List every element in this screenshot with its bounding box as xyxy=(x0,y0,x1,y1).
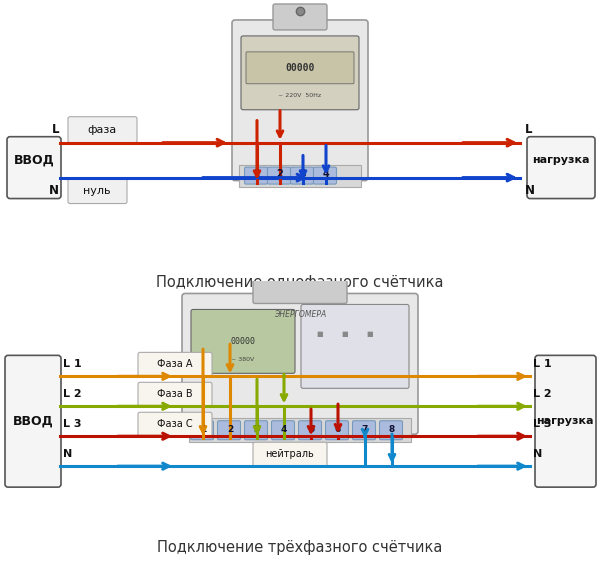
Text: N: N xyxy=(525,184,535,197)
FancyBboxPatch shape xyxy=(138,412,212,436)
FancyBboxPatch shape xyxy=(191,421,214,440)
Text: фаза: фаза xyxy=(88,125,116,135)
FancyBboxPatch shape xyxy=(273,4,327,30)
Text: L 1: L 1 xyxy=(533,360,551,369)
Text: 00000: 00000 xyxy=(286,63,314,73)
FancyBboxPatch shape xyxy=(68,117,137,142)
Text: N: N xyxy=(533,449,542,459)
Text: N: N xyxy=(63,449,72,459)
FancyBboxPatch shape xyxy=(191,310,295,373)
FancyBboxPatch shape xyxy=(68,178,127,204)
FancyBboxPatch shape xyxy=(138,382,212,406)
Text: Подключение однофазного счётчика: Подключение однофазного счётчика xyxy=(156,275,444,290)
Text: 4: 4 xyxy=(281,425,287,434)
Text: 1: 1 xyxy=(200,425,206,434)
FancyBboxPatch shape xyxy=(245,421,268,440)
FancyBboxPatch shape xyxy=(241,36,359,110)
Text: L 1: L 1 xyxy=(63,360,82,369)
Text: L 3: L 3 xyxy=(533,419,551,429)
Text: 5: 5 xyxy=(308,425,314,434)
Text: Подключение трёхфазного счётчика: Подключение трёхфазного счётчика xyxy=(157,540,443,554)
FancyBboxPatch shape xyxy=(182,293,418,434)
FancyBboxPatch shape xyxy=(527,137,595,199)
Text: N: N xyxy=(49,184,59,197)
Text: ■: ■ xyxy=(341,332,349,337)
FancyBboxPatch shape xyxy=(301,305,409,388)
FancyBboxPatch shape xyxy=(535,355,596,487)
FancyBboxPatch shape xyxy=(7,137,61,199)
Text: 8: 8 xyxy=(389,425,395,434)
Text: 2: 2 xyxy=(227,425,233,434)
FancyBboxPatch shape xyxy=(218,421,241,440)
FancyBboxPatch shape xyxy=(5,355,61,487)
Text: L 3: L 3 xyxy=(63,419,82,429)
FancyBboxPatch shape xyxy=(290,167,314,184)
FancyBboxPatch shape xyxy=(353,421,376,440)
Text: Фаза B: Фаза B xyxy=(157,389,193,399)
Text: Фаза А: Фаза А xyxy=(157,360,193,369)
Text: ~ 220V  50Hz: ~ 220V 50Hz xyxy=(278,93,322,98)
FancyBboxPatch shape xyxy=(253,442,327,466)
Text: 3: 3 xyxy=(299,169,307,178)
Text: 7: 7 xyxy=(362,425,368,434)
Text: ВВОД: ВВОД xyxy=(14,154,55,167)
FancyBboxPatch shape xyxy=(299,421,322,440)
FancyBboxPatch shape xyxy=(268,167,290,184)
Text: нагрузка: нагрузка xyxy=(536,416,594,426)
FancyBboxPatch shape xyxy=(239,164,361,187)
Text: 6: 6 xyxy=(335,425,341,434)
Text: Фаза С: Фаза С xyxy=(157,419,193,429)
FancyBboxPatch shape xyxy=(271,421,295,440)
FancyBboxPatch shape xyxy=(380,421,403,440)
Text: нуль: нуль xyxy=(83,186,111,196)
FancyBboxPatch shape xyxy=(232,20,368,181)
FancyBboxPatch shape xyxy=(253,279,347,304)
Text: 1: 1 xyxy=(254,169,260,178)
Text: 2: 2 xyxy=(277,169,283,178)
Text: ЭНЕРГОМЕРА: ЭНЕРГОМЕРА xyxy=(274,310,326,319)
Text: L: L xyxy=(525,123,533,136)
Text: ■: ■ xyxy=(367,332,373,337)
FancyBboxPatch shape xyxy=(245,167,268,184)
Text: 00000: 00000 xyxy=(230,337,256,346)
Text: L 2: L 2 xyxy=(533,389,551,399)
FancyBboxPatch shape xyxy=(189,419,411,442)
FancyBboxPatch shape xyxy=(246,52,354,84)
Text: ~ 380V: ~ 380V xyxy=(232,357,254,362)
FancyBboxPatch shape xyxy=(325,421,349,440)
Text: нейтраль: нейтраль xyxy=(266,449,314,459)
FancyBboxPatch shape xyxy=(138,352,212,376)
Text: 3: 3 xyxy=(254,425,260,434)
Text: ВВОД: ВВОД xyxy=(13,415,53,427)
FancyBboxPatch shape xyxy=(314,167,337,184)
Text: L 2: L 2 xyxy=(63,389,82,399)
Text: ■: ■ xyxy=(317,332,323,337)
Text: L: L xyxy=(52,123,59,136)
Text: 4: 4 xyxy=(323,169,329,178)
Text: нагрузка: нагрузка xyxy=(532,155,590,165)
